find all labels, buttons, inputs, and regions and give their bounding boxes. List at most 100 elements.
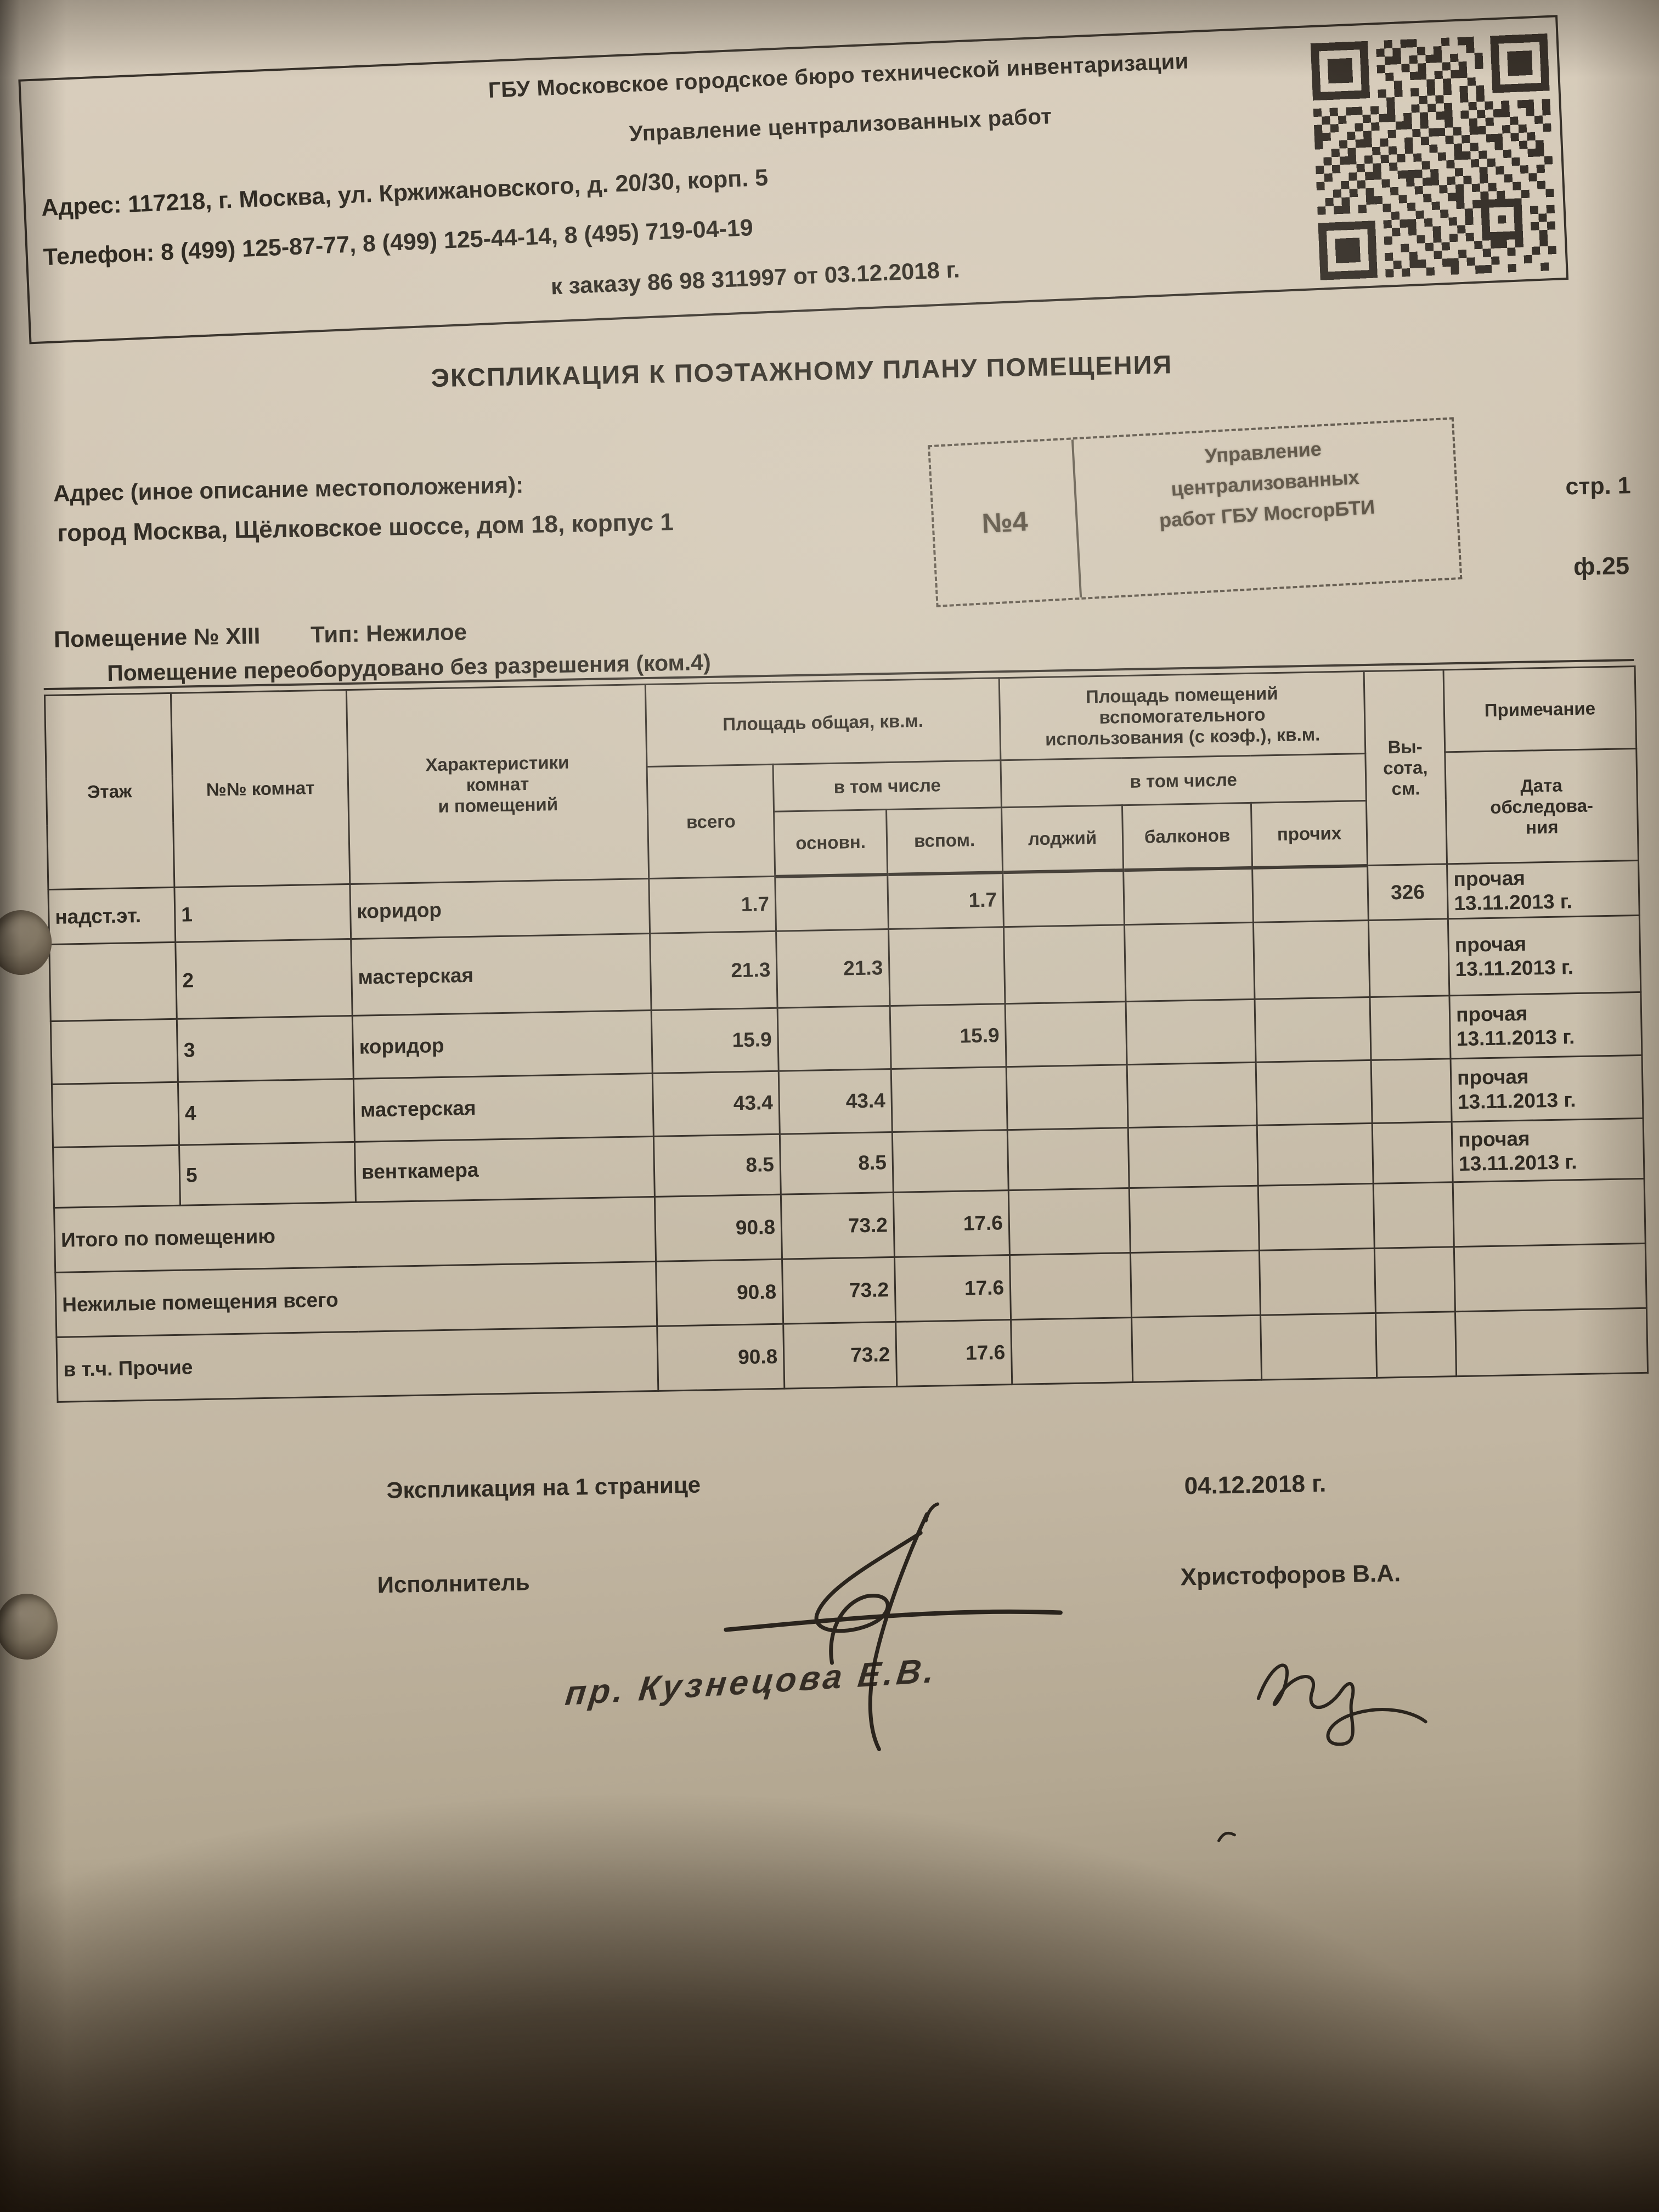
col-header-balconies: балконов bbox=[1122, 803, 1252, 870]
col-subheader-including2: в том числе bbox=[1000, 753, 1367, 808]
cell-empty bbox=[1130, 1250, 1261, 1318]
cell-note: прочая 13.11.2013 г. bbox=[1449, 992, 1642, 1059]
col-header-total: всего bbox=[647, 764, 775, 879]
cell-balconies bbox=[1127, 1062, 1257, 1128]
handwritten-flourish-icon bbox=[1248, 1629, 1431, 1753]
cell-total: 15.9 bbox=[651, 1008, 779, 1074]
cell-characteristic: коридор bbox=[349, 878, 650, 939]
cell-aux: 17.6 bbox=[894, 1255, 1011, 1322]
total-label: Нежилые помещения всего bbox=[55, 1261, 657, 1338]
cell-empty bbox=[1454, 1243, 1647, 1312]
cell-loggias bbox=[1007, 1127, 1130, 1190]
cell-floor: надст.эт. bbox=[48, 887, 176, 945]
premise-number: Помещение № XIII bbox=[53, 622, 261, 652]
cell-balconies bbox=[1124, 922, 1255, 1002]
cell-main: 43.4 bbox=[778, 1069, 893, 1135]
explication-table: Этаж №№ комнат Характеристики комнат и п… bbox=[44, 665, 1649, 1403]
cell-characteristic: венткамера bbox=[354, 1136, 655, 1203]
note-kind: прочая bbox=[1454, 932, 1527, 956]
cell-total: 21.3 bbox=[650, 931, 778, 1011]
cell-empty bbox=[1008, 1188, 1131, 1255]
cell-loggias bbox=[1005, 1001, 1127, 1067]
cell-total: 1.7 bbox=[648, 876, 776, 934]
cell-total: 90.8 bbox=[654, 1194, 782, 1262]
cell-note: прочая 13.11.2013 г. bbox=[1452, 1118, 1645, 1182]
cell-room-no: 1 bbox=[174, 884, 351, 943]
cell-total: 90.8 bbox=[657, 1324, 785, 1391]
executor-signature-icon bbox=[707, 1496, 1085, 1777]
premise-line: Помещение № XIII Тип: Нежилое bbox=[54, 619, 467, 653]
col-header-room-no: №№ комнат bbox=[171, 690, 350, 888]
cell-balconies bbox=[1126, 999, 1256, 1065]
cell-main bbox=[777, 1006, 891, 1071]
org-phone-line: Телефон: 8 (499) 125-87-77, 8 (499) 125-… bbox=[42, 215, 754, 271]
cell-floor bbox=[53, 1145, 180, 1208]
cell-balconies bbox=[1123, 867, 1254, 925]
cell-characteristic: коридор bbox=[352, 1010, 653, 1079]
cell-total: 90.8 bbox=[656, 1259, 783, 1327]
note-kind: прочая bbox=[1453, 866, 1526, 890]
page-title: ЭКСПЛИКАЦИЯ К ПОЭТАЖНОМУ ПЛАНУ ПОМЕЩЕНИЯ bbox=[431, 349, 1173, 393]
org-address-line: Адрес: 117218, г. Москва, ул. Кржижановс… bbox=[41, 164, 769, 222]
col-header-height: Вы- сота, см. bbox=[1364, 669, 1447, 866]
cell-loggias bbox=[1003, 924, 1126, 1004]
cell-aux: 1.7 bbox=[887, 872, 1004, 929]
binder-hole bbox=[0, 909, 53, 976]
cell-note: прочая 13.11.2013 г. bbox=[1448, 915, 1641, 996]
col-group-total-area: Площадь общая, кв.м. bbox=[645, 678, 1001, 767]
cell-empty bbox=[1375, 1311, 1457, 1378]
cell-empty bbox=[1009, 1252, 1132, 1320]
cell-loggias bbox=[1006, 1064, 1128, 1130]
col-header-characteristics: Характеристики комнат и помещений bbox=[346, 684, 649, 884]
cell-total: 8.5 bbox=[653, 1134, 781, 1197]
note-kind: прочая bbox=[1457, 1065, 1529, 1090]
cell-aux: 17.6 bbox=[895, 1319, 1012, 1387]
cell-room-no: 5 bbox=[179, 1142, 356, 1206]
cell-aux bbox=[888, 927, 1006, 1006]
executor-label: Исполнитель bbox=[377, 1569, 530, 1598]
location-label: Адрес (иное описание местоположения): bbox=[53, 472, 524, 506]
cell-loggias bbox=[1002, 870, 1125, 927]
order-reference-line: к заказу 86 98 311997 от 03.12.2018 г. bbox=[550, 256, 961, 300]
page-number: стр. 1 bbox=[1565, 472, 1631, 500]
cell-empty bbox=[1453, 1178, 1646, 1247]
col-header-main: основн. bbox=[774, 809, 888, 877]
cell-aux bbox=[891, 1066, 1008, 1132]
cell-empty bbox=[1455, 1308, 1648, 1376]
office-stamp: №4 Управление централизованных работ ГБУ… bbox=[927, 417, 1463, 607]
note-date: 13.11.2013 г. bbox=[1456, 1025, 1575, 1051]
location-value: город Москва, Щёлковское шоссе, дом 18, … bbox=[57, 509, 674, 547]
total-label: в т.ч. Прочие bbox=[56, 1326, 658, 1402]
premise-type: Тип: Нежилое bbox=[310, 619, 467, 648]
cell-empty bbox=[1258, 1183, 1375, 1251]
cell-height bbox=[1368, 918, 1449, 997]
cell-other bbox=[1253, 920, 1370, 1000]
cell-room-no: 3 bbox=[177, 1015, 354, 1082]
cell-main: 73.2 bbox=[782, 1257, 896, 1324]
note-kind: прочая bbox=[1458, 1127, 1530, 1151]
cell-main: 21.3 bbox=[776, 929, 890, 1008]
col-header-other: прочих bbox=[1251, 800, 1368, 868]
note-date: 13.11.2013 г. bbox=[1457, 1088, 1576, 1114]
cell-main bbox=[775, 874, 889, 932]
cell-main: 8.5 bbox=[780, 1132, 894, 1195]
col-header-survey-date: Дата обследова- ния bbox=[1444, 748, 1639, 864]
col-header-loggias: лоджий bbox=[1001, 805, 1124, 872]
cell-aux: 17.6 bbox=[893, 1190, 1010, 1257]
form-number: ф.25 bbox=[1573, 551, 1630, 581]
cell-characteristic: мастерская bbox=[351, 933, 652, 1016]
cell-height bbox=[1372, 1121, 1453, 1184]
header-org-box: ГБУ Московское городское бюро техническо… bbox=[18, 15, 1569, 345]
cell-room-no: 4 bbox=[178, 1079, 355, 1146]
cell-height bbox=[1369, 995, 1451, 1060]
cell-total: 43.4 bbox=[652, 1071, 780, 1137]
pages-note: Экспликация на 1 странице bbox=[386, 1471, 701, 1503]
cell-note: прочая 13.11.2013 г. bbox=[1447, 860, 1640, 919]
qr-code-icon bbox=[1310, 32, 1558, 282]
cell-empty bbox=[1131, 1315, 1262, 1383]
cell-empty bbox=[1129, 1186, 1260, 1253]
stamp-text: Управление централизованных работ ГБУ Мо… bbox=[1158, 437, 1376, 532]
cell-other bbox=[1257, 1123, 1374, 1186]
